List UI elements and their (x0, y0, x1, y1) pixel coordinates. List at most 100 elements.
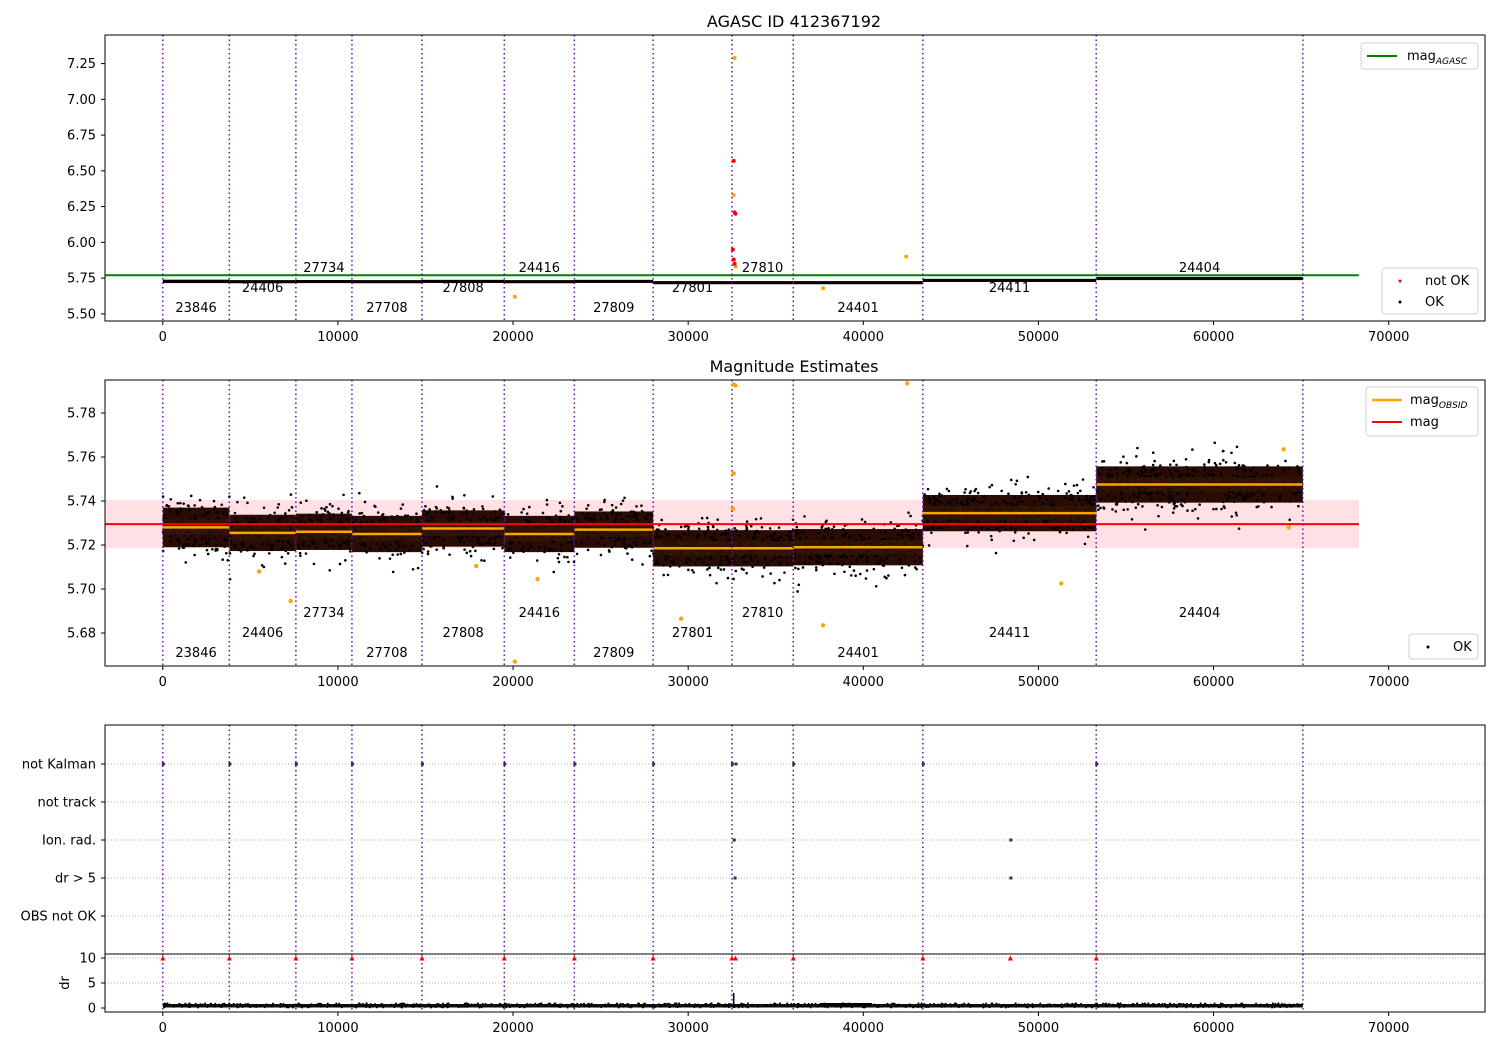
dr-point (446, 1002, 449, 1005)
dr-point (1196, 1004, 1199, 1007)
dr-point (806, 1005, 809, 1008)
estimates-ok-point (1196, 517, 1200, 520)
dr-point (1192, 1006, 1195, 1009)
estimates-ok-point (1252, 466, 1255, 470)
dr-point (336, 1005, 339, 1008)
estimates-ok-point (323, 509, 327, 512)
estimates-ok-point (370, 520, 374, 523)
estimates-ok-point (1262, 500, 1266, 504)
estimates-ok-point (932, 495, 936, 499)
estimates-y-tick-label: 5.72 (67, 539, 96, 554)
agasc-outlier-point (821, 286, 826, 291)
estimates-ok-point (266, 515, 270, 519)
flags-category-label: OBS not OK (21, 910, 97, 925)
dr-clipped-marker (160, 955, 166, 961)
estimates-ok-point (995, 527, 999, 531)
estimates-ok-point (640, 504, 643, 507)
estimates-panel-title: Magnitude Estimates (710, 357, 879, 376)
estimates-ok-point (703, 534, 707, 537)
estimates-ok-point (545, 498, 549, 502)
estimates-ok-point (1171, 511, 1175, 514)
flag-point (1009, 876, 1013, 880)
estimates-ok-point (1082, 527, 1086, 531)
estimates-ok-point (1213, 441, 1217, 445)
estimates-ok-point (1256, 499, 1259, 502)
dr-point (676, 1006, 679, 1009)
estimates-ok-point (344, 559, 347, 562)
estimates-ok-point (1207, 458, 1211, 462)
dr-point (229, 1005, 232, 1008)
flag-point (921, 762, 925, 766)
estimates-ok-point (874, 584, 878, 588)
estimates-ok-point (528, 542, 532, 546)
estimates-ok-point (926, 487, 930, 491)
estimates-ok-point (1128, 496, 1132, 500)
dr-point (463, 1005, 466, 1008)
dr-point (175, 1004, 178, 1007)
dr-point (776, 1003, 779, 1006)
estimates-ok-point (553, 548, 556, 551)
estimates-ok-point (1136, 502, 1140, 506)
estimates-ok-point (697, 527, 701, 531)
estimates-ok-point (1071, 528, 1075, 532)
dr-point (823, 1005, 826, 1008)
dr-point (319, 1005, 322, 1008)
estimates-ok-point (885, 576, 888, 580)
estimates-outlier-point (512, 659, 517, 664)
dr-point (426, 1003, 429, 1006)
dr-point (736, 1004, 739, 1007)
dr-point (1060, 1003, 1063, 1006)
agasc-obsid-label: 27808 (442, 281, 483, 296)
dr-point (608, 1005, 611, 1008)
dr-point (209, 1002, 212, 1005)
estimates-ok-point (769, 572, 772, 575)
estimates-ok-point (1114, 467, 1117, 470)
estimates-ok-point (828, 562, 831, 566)
estimates-ok-point (259, 518, 262, 521)
dr-point (1030, 1004, 1033, 1007)
dr-point (1278, 1005, 1281, 1008)
estimates-ok-point (242, 496, 246, 499)
estimates-ok-point (558, 520, 562, 523)
estimates-ok-point (1245, 492, 1249, 495)
estimates-ok-point (416, 566, 420, 570)
dr-x-tick-label: 0 (159, 1021, 167, 1036)
dr-point (516, 1003, 519, 1006)
estimates-ok-point (283, 562, 287, 565)
estimates-ok-point (451, 497, 454, 500)
dr-x-tick-label: 50000 (1018, 1021, 1059, 1036)
dr-point (1167, 1006, 1170, 1009)
estimates-ok-point (1175, 491, 1179, 494)
estimates-outlier-point (1286, 525, 1292, 530)
estimates-ok-point (1070, 498, 1074, 501)
estimates-ok-point (783, 571, 786, 574)
dr-point (180, 1005, 183, 1008)
estimates-ok-point (1009, 502, 1013, 505)
estimates-ok-point (1065, 531, 1068, 535)
estimates-ok-point (194, 541, 198, 545)
dr-point (712, 1003, 715, 1006)
estimates-ok-point (726, 576, 730, 580)
estimates-ok-point (917, 533, 920, 537)
dr-point (1199, 1002, 1202, 1005)
estimates-ok-point (692, 571, 695, 574)
estimates-ok-point (596, 541, 600, 545)
estimates-ok-point (940, 500, 943, 504)
dr-point (867, 1005, 870, 1008)
agasc-x-tick-label: 40000 (843, 330, 884, 345)
estimates-ok-legend-swatch (1426, 645, 1430, 649)
estimates-ok-point (712, 532, 716, 535)
dr-point (904, 1006, 907, 1009)
dr-point (550, 1004, 553, 1007)
estimates-ok-point (462, 540, 466, 543)
estimates-ok-point (224, 513, 228, 517)
dr-point (566, 1006, 569, 1009)
estimates-ok-point (178, 540, 181, 544)
dr-point (557, 1004, 560, 1007)
estimates-ok-point (904, 528, 907, 531)
estimates-ok-point (382, 516, 386, 520)
estimates-ok-point (492, 547, 496, 551)
estimates-ok-point (221, 558, 224, 561)
dr-point (950, 1005, 953, 1008)
